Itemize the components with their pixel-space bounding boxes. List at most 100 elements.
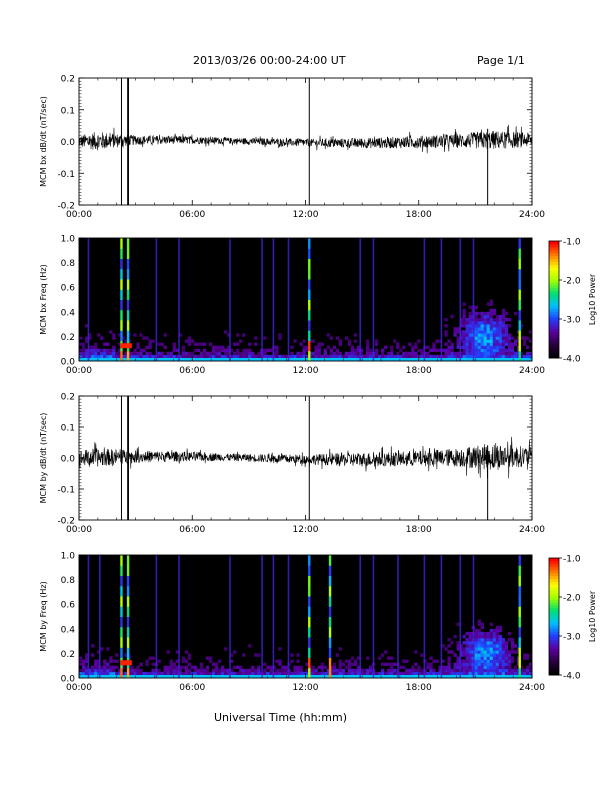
spectrogram-cell <box>323 351 327 356</box>
x-tick-label: 00:00 <box>66 525 92 535</box>
spectrogram-cell <box>359 668 364 673</box>
spectrogram-cell <box>474 354 478 359</box>
spectrogram-cell <box>396 345 400 350</box>
spectrogram-cell <box>314 668 318 673</box>
spectrogram-cell <box>199 662 204 667</box>
spectrogram-cell <box>242 354 246 359</box>
spectrogram-cell <box>214 668 219 673</box>
spectrogram-cell <box>432 348 436 353</box>
spectrogram-cell <box>121 354 125 359</box>
spectrogram-cell <box>82 351 86 356</box>
spectrogram-strong-line <box>328 565 332 576</box>
spectrogram-cell <box>317 351 321 356</box>
spectrogram-strong-line <box>126 565 130 576</box>
spectrogram-cell <box>166 351 170 356</box>
spectrogram-strong-line <box>120 667 123 679</box>
spectrogram-cell <box>429 662 433 667</box>
y-axis-label: MCM by Freq (Hz) <box>39 581 48 651</box>
spectrogram-cell <box>501 345 506 350</box>
spectrogram-cell <box>103 668 107 673</box>
spectrogram-cell <box>465 662 469 667</box>
spectrogram-cell <box>474 333 478 337</box>
spectrogram-cell <box>462 662 466 667</box>
spectrogram-cell <box>501 668 506 673</box>
colorbar-segment <box>549 569 559 574</box>
spectrogram-cell <box>91 653 95 657</box>
spectrogram-strong-line <box>308 268 311 280</box>
spectrogram-cell <box>181 351 185 356</box>
spectrogram-cell <box>311 339 315 343</box>
spectrogram-cell <box>441 665 445 670</box>
spectrogram-cell <box>302 345 306 350</box>
x-tick-label: 06:00 <box>179 683 205 693</box>
spectrogram-cell <box>483 653 487 657</box>
spectrogram-cell <box>335 354 340 359</box>
spectrogram-cell <box>462 634 466 639</box>
spectrogram-strong-line <box>518 289 521 300</box>
spectrogram-cell <box>450 342 454 346</box>
spectrogram-cell <box>82 662 86 667</box>
spectrogram-cell <box>519 671 524 676</box>
spectrogram-cell <box>356 345 361 350</box>
spectrogram-cell <box>444 647 448 651</box>
spectrogram-cell <box>112 351 116 356</box>
spectrogram-cell <box>293 665 297 670</box>
spectrogram-cell <box>501 324 506 328</box>
spectrogram-cell <box>405 671 409 676</box>
spectrogram-cell <box>275 668 279 673</box>
spectrogram-cell <box>474 342 478 346</box>
spectrogram-cell <box>513 351 518 356</box>
spectrogram-cell <box>103 662 107 667</box>
spectrogram-weak-line <box>359 555 362 678</box>
spectrogram-cell <box>124 339 128 343</box>
spectrogram-cell <box>495 354 500 359</box>
spectrogram-cell <box>136 351 140 356</box>
spectrogram-cell <box>242 348 246 353</box>
spectrogram-cell <box>468 647 472 651</box>
spectrogram-cell <box>495 665 500 670</box>
spectrogram-cell <box>510 650 515 654</box>
spectrogram-cell <box>486 662 491 667</box>
colorbar-segment <box>549 302 559 306</box>
spectrogram-cell <box>387 668 391 673</box>
y-tick-label: 0.2 <box>61 393 75 403</box>
spectrogram-cell <box>278 671 282 676</box>
spectrogram-cell <box>148 339 152 343</box>
spectrogram-weak-line <box>229 555 231 678</box>
colorbar-segment <box>549 572 559 577</box>
spectrogram-cell <box>106 668 110 673</box>
spectrogram-cell <box>465 336 469 340</box>
y-tick-label: 0.2 <box>61 650 75 660</box>
spectrogram-cell <box>432 671 436 676</box>
spectrogram-cell <box>181 348 185 353</box>
spectrogram-cell <box>296 665 300 670</box>
spectrogram-cell <box>97 348 101 353</box>
x-tick-label: 24:00 <box>519 525 545 535</box>
spectrogram-cell <box>447 345 451 350</box>
spectrogram-cell <box>468 351 472 356</box>
spectrogram-cell <box>103 659 107 663</box>
spectrogram-cell <box>507 650 512 654</box>
spectrogram-cell <box>94 671 98 676</box>
spectrogram-cell <box>501 641 506 645</box>
spectrogram-cell <box>456 345 460 350</box>
spectrogram-cell <box>233 665 237 670</box>
spectrogram-cell <box>338 662 343 667</box>
spectrogram-cell <box>486 634 491 639</box>
spectrogram-cell <box>275 659 279 663</box>
spectrogram-cell <box>251 668 255 673</box>
spectrogram-cell <box>456 662 460 667</box>
spectrogram-cell <box>486 351 491 356</box>
panel-4 <box>78 554 562 679</box>
spectrogram-weak-line <box>272 555 275 678</box>
spectrogram-cell <box>411 348 415 353</box>
spectrogram-cell <box>293 671 297 676</box>
spectrogram-cell <box>489 634 494 639</box>
spectrogram-cell <box>465 671 469 676</box>
spectrogram-cell <box>438 668 442 673</box>
spectrogram-peak <box>120 660 132 666</box>
spectrogram-cell <box>139 668 143 673</box>
spectrogram-cell <box>525 668 530 673</box>
spectrogram-cell <box>145 659 149 663</box>
spectrogram-cell <box>510 659 515 663</box>
